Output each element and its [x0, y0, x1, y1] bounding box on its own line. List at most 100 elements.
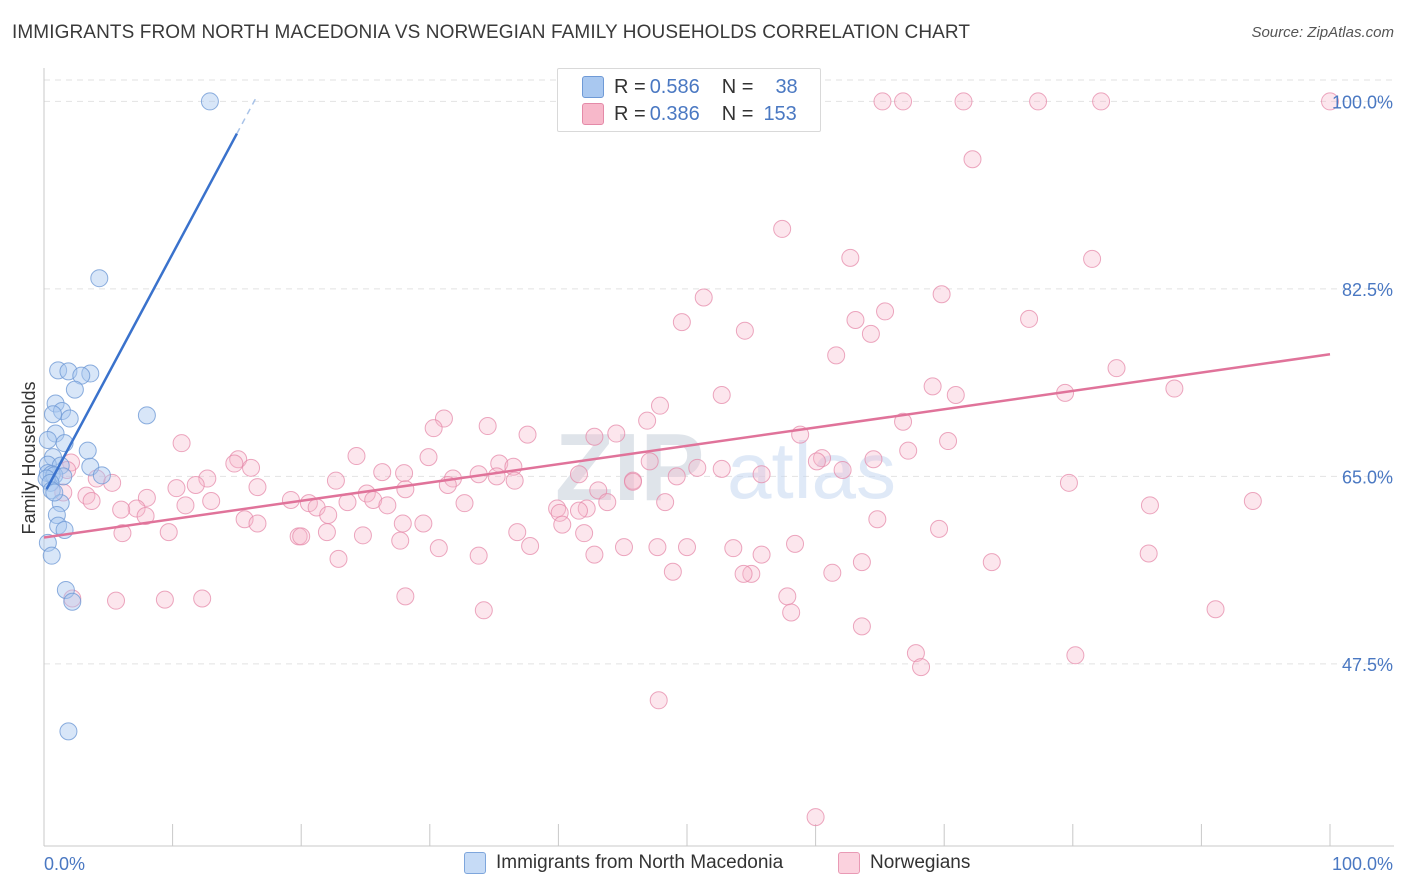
norwegians-point [347, 447, 366, 466]
north-macedonia-point [63, 592, 82, 611]
norwegians-point [112, 500, 131, 519]
y-tick-label: 65.0% [1342, 467, 1393, 487]
norwegians-point [575, 524, 594, 543]
norwegians-point [724, 539, 743, 558]
norwegians-point [136, 507, 155, 526]
norwegians-point [329, 549, 348, 568]
norwegians-point [550, 503, 569, 522]
legend-item-norwegians[interactable]: Norwegians [838, 852, 970, 874]
norwegians-point [864, 450, 883, 469]
norwegians-point [292, 527, 311, 546]
norwegians-point [1066, 646, 1085, 665]
norwegians-point [391, 531, 410, 550]
north-macedonia-trend-extension [236, 97, 257, 134]
norwegians-point [1020, 309, 1039, 328]
norwegians-point [172, 434, 191, 453]
norwegians-point [982, 553, 1001, 572]
norwegians-point [1059, 473, 1078, 492]
norwegians-point [317, 523, 336, 542]
north-macedonia-point [65, 380, 84, 399]
norwegians-trend-line [43, 353, 1331, 539]
norwegians-point [954, 92, 973, 111]
grid-lines [44, 79, 1394, 665]
norwegians-point [1107, 359, 1126, 378]
norwegians-point [107, 591, 126, 610]
norwegians-point [923, 377, 942, 396]
norwegians-point [1092, 92, 1111, 111]
tick-labels: 47.5% 65.0% 82.5% 100.0% 0.0% 100.0% [44, 92, 1393, 874]
norwegians-points [54, 92, 1339, 827]
norwegians-point [82, 492, 101, 511]
norwegians-point [521, 537, 540, 556]
norwegians-point [429, 539, 448, 558]
legend-swatch-series1 [582, 76, 604, 98]
legend-item-north-macedonia[interactable]: Immigrants from North Macedonia [464, 852, 783, 874]
norwegians-point [650, 396, 669, 415]
norwegians-point [396, 587, 415, 606]
x-tick-label: 0.0% [44, 854, 85, 874]
norwegians-point [419, 448, 438, 467]
norwegians-point [186, 475, 205, 494]
norwegians-point [778, 587, 797, 606]
norwegians-point [353, 526, 372, 545]
north-macedonia-point [45, 483, 64, 502]
norwegians-point [585, 427, 604, 446]
norwegians-point [469, 546, 488, 565]
north-macedonia-point [137, 406, 156, 425]
norwegians-point [773, 219, 792, 238]
y-tick-label: 82.5% [1342, 280, 1393, 300]
norwegians-point [906, 644, 925, 663]
norwegians-point [518, 425, 537, 444]
norwegians-point [827, 346, 846, 365]
legend-swatch-north-macedonia [464, 852, 486, 874]
north-macedonia-point [42, 546, 61, 565]
norwegians-point [640, 452, 659, 471]
trend-lines [43, 97, 1331, 539]
watermark-atlas: atlas [727, 426, 896, 515]
norwegians-point [113, 524, 132, 543]
correlation-legend: R = 0.586 N = 38 R = 0.386 N = 153 [557, 68, 821, 132]
north-macedonia-point [60, 409, 79, 428]
norwegians-point [672, 313, 691, 332]
norwegians-point [939, 432, 958, 451]
legend-n-value: 38 [775, 75, 798, 98]
legend-n-label: N = [721, 102, 754, 125]
legend-row-series1: R = 0.586 N = 38 [582, 75, 798, 99]
norwegians-point [127, 499, 146, 518]
legend-r-value: 0.386 [649, 102, 700, 125]
norwegians-point [688, 458, 707, 477]
norwegians-point [734, 564, 753, 583]
norwegians-point [806, 808, 825, 827]
norwegians-point [656, 493, 675, 512]
norwegians-point [752, 465, 771, 484]
norwegians-point [1165, 379, 1184, 398]
norwegians-point [823, 563, 842, 582]
north-macedonia-point [92, 466, 111, 485]
norwegians-point [281, 490, 300, 509]
norwegians-point [424, 419, 443, 438]
legend-n-label: N = [721, 75, 754, 98]
norwegians-point [319, 505, 338, 524]
norwegians-point [607, 424, 626, 443]
legend-row-series2: R = 0.386 N = 153 [582, 102, 797, 126]
north-macedonia-point [90, 269, 109, 288]
north-macedonia-point [44, 405, 63, 424]
norwegians-point [248, 478, 267, 497]
norwegians-point [663, 562, 682, 581]
north-macedonia-point [51, 494, 70, 513]
norwegians-point [198, 469, 217, 488]
north-macedonia-points [37, 92, 219, 741]
series-legend: Immigrants from North Macedonia Norwegia… [0, 850, 1406, 878]
norwegians-point [474, 601, 493, 620]
chart-title: IMMIGRANTS FROM NORTH MACEDONIA VS NORWE… [12, 22, 971, 43]
legend-r-label: R = [614, 102, 646, 125]
norwegians-point [963, 150, 982, 169]
north-macedonia-point [200, 92, 219, 111]
norwegians-point [577, 499, 596, 518]
norwegians-point [807, 452, 826, 471]
norwegians-point [569, 501, 588, 520]
norwegians-point [1243, 492, 1262, 511]
norwegians-point [638, 411, 657, 430]
norwegians-point [598, 493, 617, 512]
norwegians-point [248, 514, 267, 533]
